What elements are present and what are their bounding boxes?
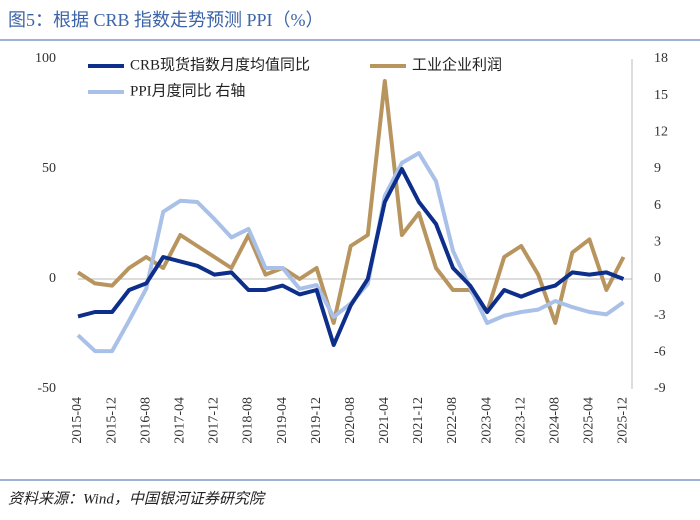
x-tick-label: 2017-04	[172, 397, 187, 444]
y2-tick-label: 18	[654, 51, 668, 66]
y2-tick-label: -3	[654, 308, 666, 323]
x-tick-label: 2020-08	[343, 397, 358, 444]
y2-tick-label: 9	[654, 161, 661, 176]
x-tick-label: 2023-12	[513, 397, 528, 444]
legend-label: 工业企业利润	[412, 55, 502, 73]
x-tick-label: 2021-12	[411, 397, 426, 444]
y-tick-label: -50	[37, 381, 56, 396]
y2-tick-label: 3	[654, 235, 661, 250]
y-tick-label: 50	[42, 161, 56, 176]
y2-tick-label: 6	[654, 198, 661, 213]
x-tick-label: 2016-08	[138, 397, 153, 444]
x-tick-label: 2015-12	[104, 397, 119, 444]
x-tick-label: 2022-08	[445, 397, 460, 444]
y2-tick-label: 0	[654, 271, 661, 286]
y2-tick-label: 15	[654, 88, 668, 103]
legend-label: CRB现货指数月度均值同比	[130, 56, 310, 73]
x-tick-label: 2025-04	[582, 397, 597, 444]
x-tick-label: 2017-12	[207, 397, 222, 444]
x-tick-label: 2023-04	[479, 397, 494, 444]
source-note: 资料来源：Wind，中国银河证券研究院	[8, 490, 266, 507]
x-tick-label: 2019-04	[275, 397, 290, 444]
series-line	[76, 79, 626, 325]
x-tick-label: 2021-04	[377, 397, 392, 444]
y-tick-label: 100	[35, 51, 56, 66]
x-tick-label: 2019-12	[309, 397, 324, 444]
series-line	[77, 167, 625, 347]
legend-label: PPI月度同比 右轴	[130, 82, 245, 99]
x-tick-label: 2018-08	[241, 397, 256, 444]
y-tick-label: 0	[49, 271, 56, 286]
x-tick-label: 2025-12	[616, 397, 631, 444]
y2-tick-label: 12	[654, 125, 668, 140]
y2-tick-label: -6	[654, 345, 666, 360]
x-tick-label: 2024-08	[548, 397, 563, 444]
chart-title: 图5：根据 CRB 指数走势预测 PPI（%）	[8, 10, 324, 30]
y2-tick-label: -9	[654, 381, 666, 396]
x-tick-label: 2015-04	[70, 397, 85, 444]
